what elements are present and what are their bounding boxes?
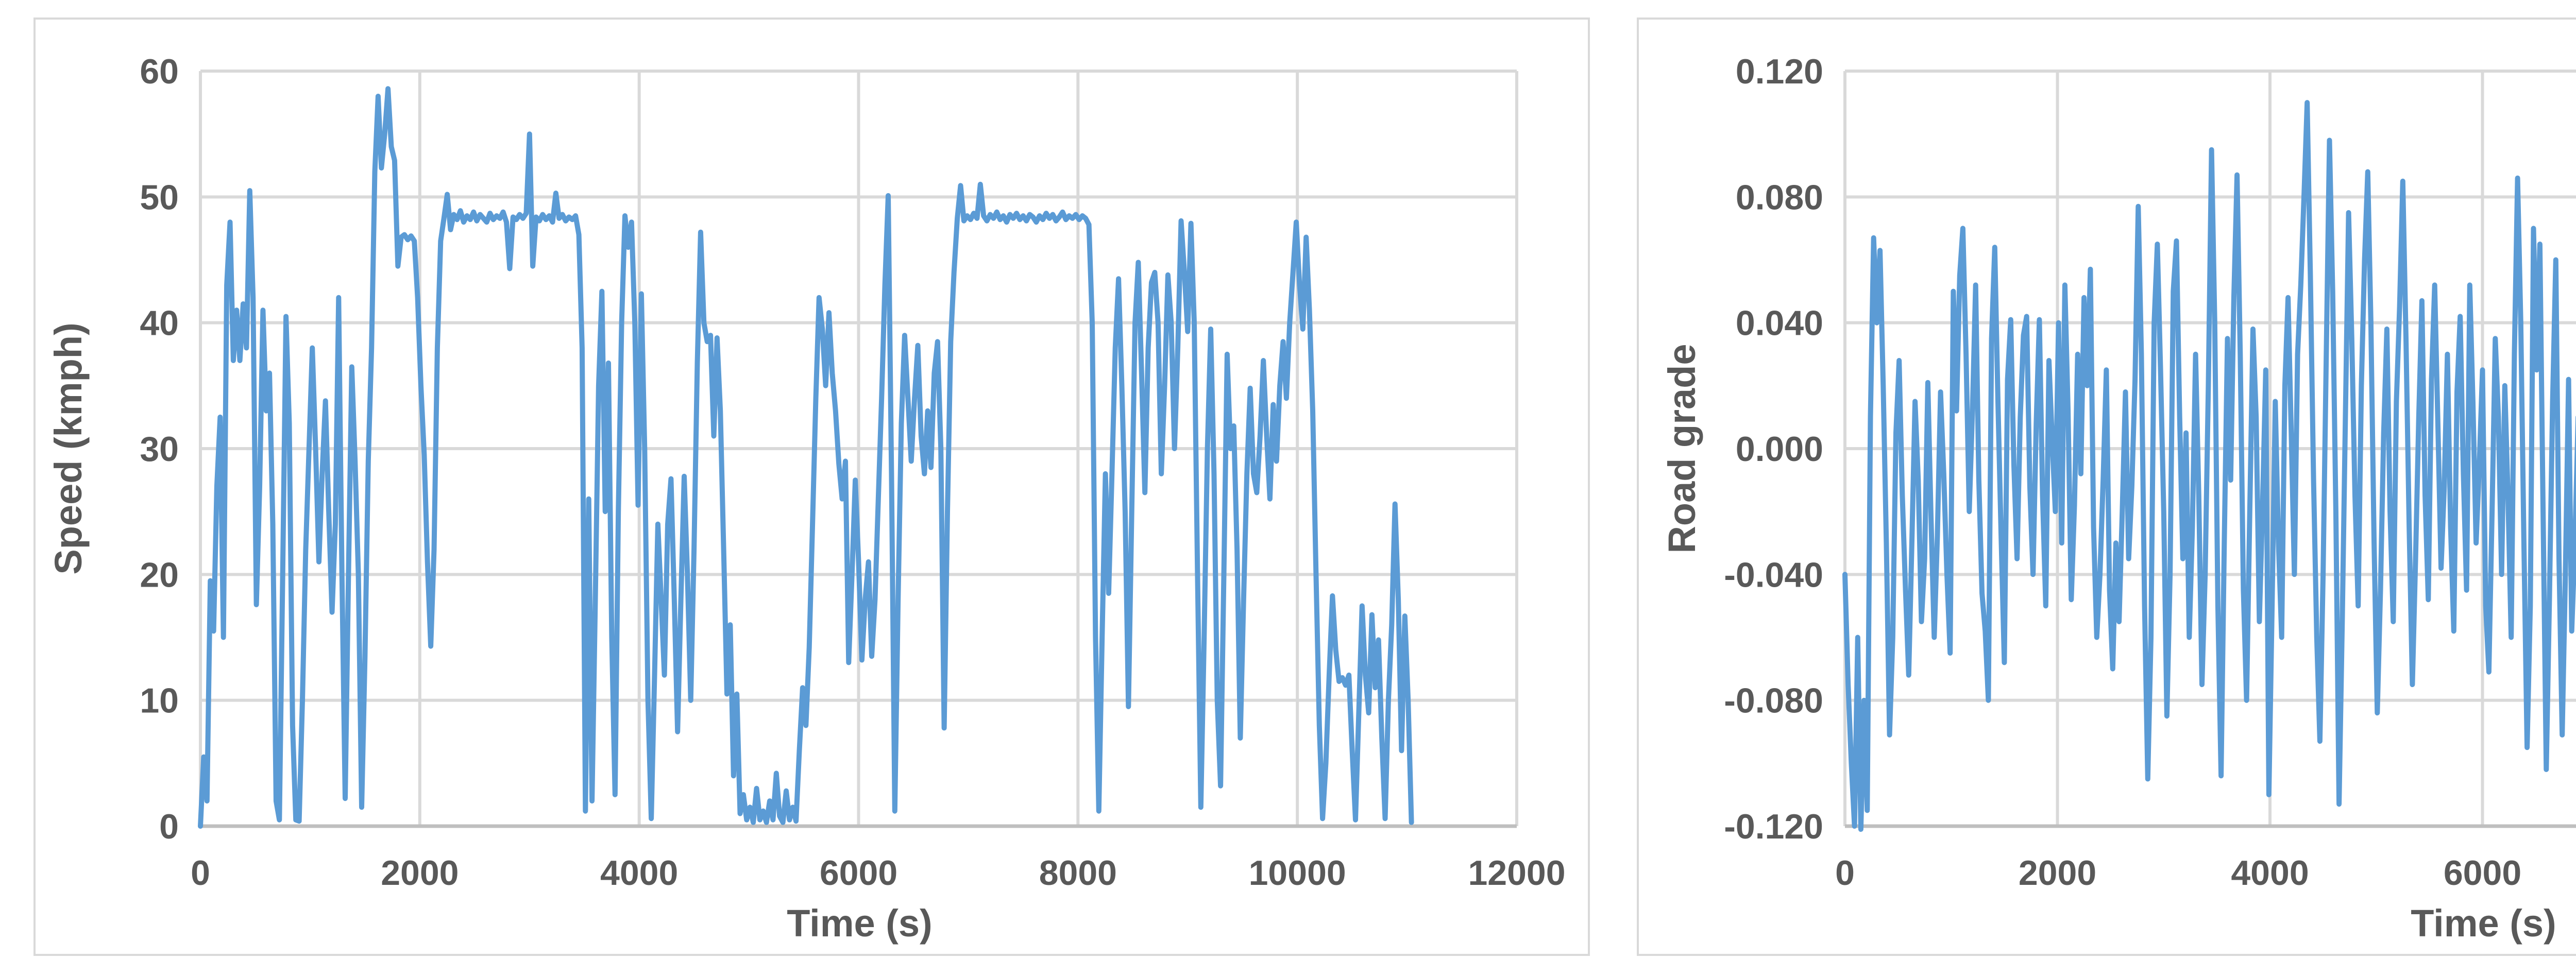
x-tick-label: 4000	[2231, 853, 2309, 893]
y-tick-label: 20	[140, 555, 179, 594]
x-tick-label: 0	[1835, 853, 1855, 893]
y-tick-label: 30	[140, 430, 179, 469]
y-tick-label: 0	[159, 807, 179, 846]
y-tick-label: -0.080	[1724, 681, 1823, 721]
x-tick-label: 10000	[1249, 853, 1346, 893]
speed-y-axis-title: Speed (kmph)	[47, 322, 90, 575]
x-tick-label: 2000	[381, 853, 459, 893]
x-tick-label: 8000	[1039, 853, 1117, 893]
speed-chart-canvas: 0 2000 4000 6000 8000 10000 12000 0 10 20 30 40 50 60	[140, 52, 1565, 893]
x-tick-label: 12000	[1468, 853, 1565, 893]
y-tick-label: -0.040	[1724, 555, 1823, 594]
y-tick-label: 60	[140, 52, 179, 91]
road-grade-x-axis-title: Time (s)	[2411, 902, 2556, 945]
x-tick-label: 4000	[600, 853, 678, 893]
road-grade-chart-canvas: 020004000600080001000012000-0.120-0.080-…	[1724, 52, 2576, 893]
y-tick-label: 40	[140, 304, 179, 343]
y-tick-label: 50	[140, 178, 179, 217]
y-tick-label: 0.120	[1736, 52, 1823, 91]
speed-x-axis-title: Time (s)	[787, 902, 933, 945]
y-tick-label: 0.080	[1736, 178, 1823, 217]
series-line	[1842, 100, 2576, 832]
x-tick-label: 6000	[2444, 853, 2521, 893]
y-tick-label: 10	[140, 681, 179, 721]
x-tick-label: 0	[191, 853, 210, 893]
road-grade-y-axis-title: Road grade	[1660, 344, 1703, 554]
x-tick-label: 6000	[820, 853, 897, 893]
y-tick-label: -0.120	[1724, 807, 1823, 846]
y-tick-label: 0.000	[1736, 430, 1823, 469]
speed-chart-panel: 0 2000 4000 6000 8000 10000 12000 0 10 20 30 40 50 60…	[33, 18, 1590, 956]
road-grade-chart-panel: 020004000600080001000012000-0.120-0.080-…	[1637, 18, 2576, 956]
y-tick-label: 0.040	[1736, 304, 1823, 343]
series-line	[198, 86, 1414, 829]
x-tick-label: 2000	[2019, 853, 2096, 893]
